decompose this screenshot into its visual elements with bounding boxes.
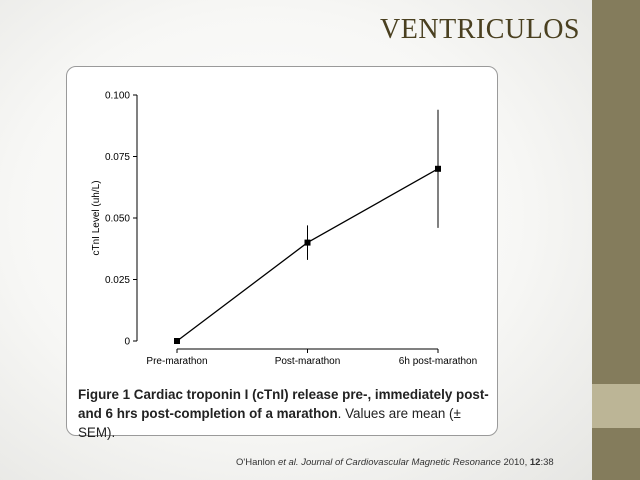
y-tick-label: 0.025 xyxy=(105,275,130,286)
y-tick-label: 0.075 xyxy=(105,152,130,163)
caption-text: . Values are mean (± SEM). xyxy=(78,406,461,440)
citation-pages: :38 xyxy=(540,457,554,468)
figure-panel xyxy=(66,66,498,436)
citation-volume: 12 xyxy=(529,457,541,468)
x-tick-label: Post-marathon xyxy=(275,356,341,367)
citation-et-al: et al. xyxy=(277,457,299,468)
citation-year: 2010, xyxy=(500,457,530,468)
caption-bold-text: Figure 1 Cardiac troponin I (cTnI) relea… xyxy=(78,387,489,421)
y-tick-label: 0.050 xyxy=(105,214,130,225)
slide-side-bar-accent xyxy=(592,384,640,428)
citation-journal: Journal of Cardiovascular Magnetic Reson… xyxy=(298,457,501,468)
x-tick-label: Pre-marathon xyxy=(146,356,207,367)
y-tick-label: 0.100 xyxy=(105,91,130,102)
data-point xyxy=(174,338,180,344)
y-tick-label: 0 xyxy=(124,337,130,348)
x-tick-label: 6h post-marathon xyxy=(399,356,477,367)
y-axis-label: cTnI Level (uh/L) xyxy=(91,180,102,255)
data-point xyxy=(435,165,441,172)
figure-caption: Figure 1 Cardiac troponin I (cTnI) relea… xyxy=(78,385,494,442)
citation: O'Hanlon et al. Journal of Cardiovascula… xyxy=(236,457,554,468)
data-point xyxy=(304,239,311,246)
slide-title: VENTRICULOS xyxy=(380,14,580,45)
citation-authors: O'Hanlon xyxy=(236,457,278,468)
